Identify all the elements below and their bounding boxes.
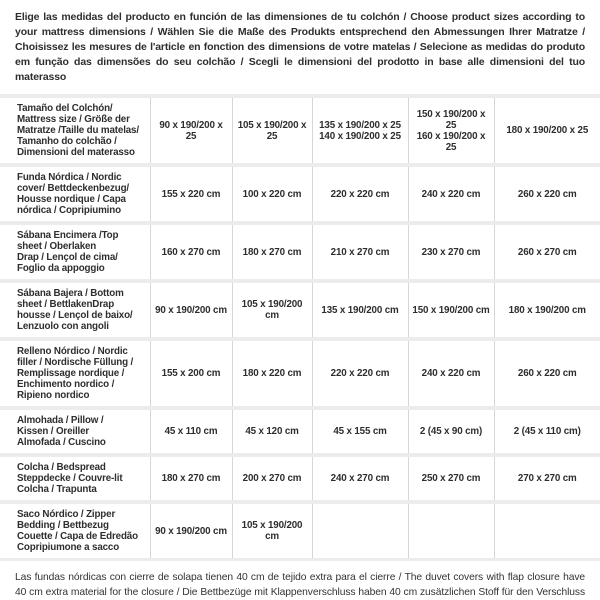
size-value-cell: 240 x 220 cm	[407, 339, 494, 408]
size-value-cell: 90 x 190/200 cm	[149, 502, 232, 560]
size-value-cell: 180 x 270 cm	[149, 455, 232, 502]
table-row-bottom-sheet: Sábana Bajera / Bottom sheet / Bettlaken…	[0, 281, 600, 339]
flap-closure-note: Las fundas nórdicas con cierre de solapa…	[15, 572, 585, 598]
table-row-duvet-cover: Funda Nórdica / Nordic cover/ Bettdecken…	[0, 165, 600, 223]
intro-note: Elige las medidas del producto en funció…	[15, 11, 585, 83]
row-label-cell: Tamaño del Colchón/ Mattress size / Größ…	[17, 103, 139, 158]
size-value-cell: 155 x 200 cm	[149, 339, 232, 408]
table-row-top-sheet: Sábana Encimera /Top sheet / Oberlaken D…	[0, 223, 600, 281]
size-value-cell	[311, 502, 408, 560]
size-value-cell: 155 x 220 cm	[149, 165, 232, 223]
table-row-bedspread: Colcha / Bedspread Steppdecke / Couvre-l…	[0, 455, 600, 502]
size-value-cell: 2 (45 x 90 cm)	[407, 408, 494, 455]
size-value-cell: 180 x 270 cm	[231, 223, 312, 281]
size-value-cell: 150 x 190/200 cm	[407, 281, 494, 339]
size-value-cell	[493, 502, 600, 560]
size-value-cell: 260 x 220 cm	[493, 165, 600, 223]
row-label-cell: Sábana Bajera / Bottom sheet / Bettlaken…	[17, 288, 133, 332]
table-row-pillow: Almohada / Pillow / Kissen / Oreiller Al…	[0, 408, 600, 455]
row-label-cell: Sábana Encimera /Top sheet / Oberlaken D…	[17, 230, 119, 274]
size-value-cell: 180 x 220 cm	[231, 339, 312, 408]
size-value-cell: 135 x 190/200 cm	[311, 281, 408, 339]
size-value-cell: 210 x 270 cm	[311, 223, 408, 281]
size-value-cell: 2 (45 x 110 cm)	[493, 408, 600, 455]
row-label-cell: Colcha / Bedspread Steppdecke / Couvre-l…	[17, 462, 123, 495]
table-row-zipper-bedding: Saco Nórdico / Zipper Bedding / Bettbezu…	[0, 502, 600, 560]
size-value-cell: 105 x 190/200 x 25	[231, 96, 312, 165]
size-value-cell: 250 x 270 cm	[407, 455, 494, 502]
product-size-table: Tamaño del Colchón/ Mattress size / Größ…	[0, 94, 600, 561]
table-row-nordic-filler: Relleno Nórdico / Nordic filler / Nordis…	[0, 339, 600, 408]
row-label-cell: Saco Nórdico / Zipper Bedding / Bettbezu…	[17, 509, 138, 553]
size-value-cell: 240 x 270 cm	[311, 455, 408, 502]
size-value-cell: 260 x 270 cm	[493, 223, 600, 281]
size-value-cell: 45 x 110 cm	[149, 408, 232, 455]
size-value-cell: 240 x 220 cm	[407, 165, 494, 223]
size-value-cell: 230 x 270 cm	[407, 223, 494, 281]
row-label-cell: Relleno Nórdico / Nordic filler / Nordis…	[17, 346, 134, 401]
row-label-cell: Almohada / Pillow / Kissen / Oreiller Al…	[17, 415, 106, 448]
size-value-cell: 180 x 190/200 cm	[493, 281, 600, 339]
size-value-cell: 200 x 270 cm	[231, 455, 312, 502]
row-label-cell: Funda Nórdica / Nordic cover/ Bettdecken…	[17, 172, 129, 216]
size-value-cell: 45 x 120 cm	[231, 408, 312, 455]
size-value-cell: 260 x 220 cm	[493, 339, 600, 408]
table-row-mattress-size: Tamaño del Colchón/ Mattress size / Größ…	[0, 96, 600, 165]
size-value-cell: 90 x 190/200 cm	[149, 281, 232, 339]
size-value-cell: 100 x 220 cm	[231, 165, 312, 223]
size-value-cell: 90 x 190/200 x 25	[149, 96, 232, 165]
size-value-cell: 220 x 220 cm	[311, 165, 408, 223]
size-value-cell: 135 x 190/200 x 25 140 x 190/200 x 25	[311, 96, 408, 165]
size-value-cell: 105 x 190/200 cm	[231, 502, 312, 560]
size-value-cell: 150 x 190/200 x 25 160 x 190/200 x 25	[407, 96, 494, 165]
size-value-cell: 160 x 270 cm	[149, 223, 232, 281]
size-value-cell: 45 x 155 cm	[311, 408, 408, 455]
size-value-cell: 270 x 270 cm	[493, 455, 600, 502]
size-value-cell: 180 x 190/200 x 25	[493, 96, 600, 165]
size-value-cell: 105 x 190/200 cm	[231, 281, 312, 339]
size-value-cell: 220 x 220 cm	[311, 339, 408, 408]
size-value-cell	[407, 502, 494, 560]
